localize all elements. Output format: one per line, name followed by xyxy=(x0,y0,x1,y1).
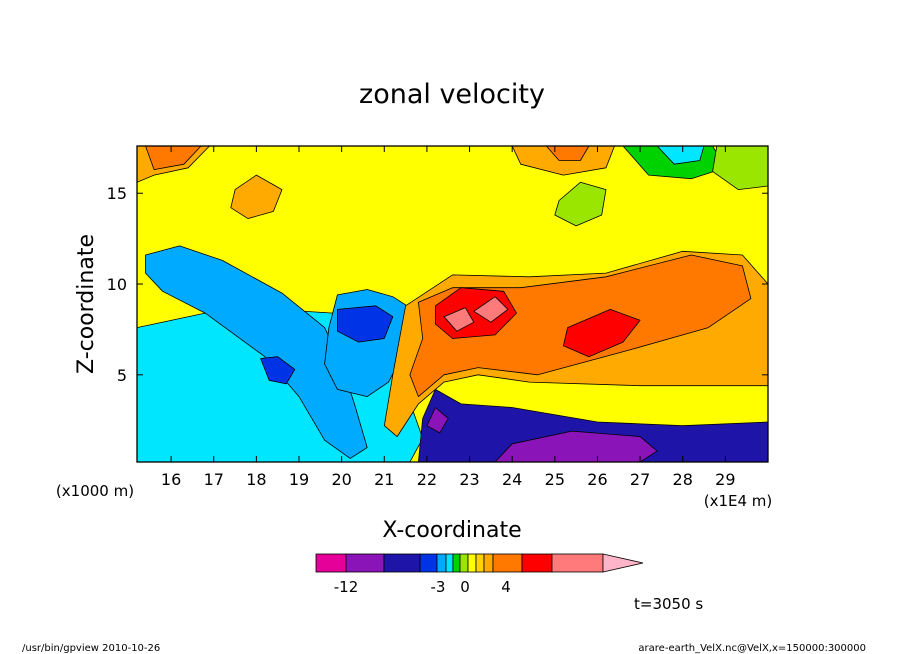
x-tick-label: 18 xyxy=(246,470,266,489)
colorbar-tick-label: -12 xyxy=(334,578,359,596)
y-axis-label: Z-coordinate xyxy=(74,234,99,374)
colorbar-segment xyxy=(483,553,494,573)
contour-region xyxy=(336,305,394,343)
colorbar-arrow xyxy=(602,553,644,573)
contour-region xyxy=(545,146,590,161)
colorbar-segment xyxy=(459,553,469,573)
colorbar-tick-label: 4 xyxy=(501,578,511,596)
colorbar-segment xyxy=(419,553,438,573)
contour-region xyxy=(145,245,368,459)
x-tick-label: 27 xyxy=(630,470,650,489)
y-tick-label: 10 xyxy=(107,275,127,294)
footer-left: /usr/bin/gpview 2010-10-26 xyxy=(22,643,160,654)
contour-region xyxy=(230,174,283,220)
x-unit-label: (x1E4 m) xyxy=(704,492,773,510)
contour-region xyxy=(473,296,509,323)
y-tick-label: 15 xyxy=(107,184,127,203)
colorbar-segment xyxy=(452,553,461,573)
x-tick-label: 20 xyxy=(331,470,351,489)
contour-region xyxy=(145,146,202,171)
colorbar-segment xyxy=(467,553,477,573)
contour-region xyxy=(712,146,768,191)
x-tick-label: 29 xyxy=(715,470,735,489)
colorbar-segment xyxy=(551,553,604,573)
contour-region xyxy=(260,356,296,385)
x-tick-label: 21 xyxy=(374,470,394,489)
y-axis: 5 10 15 xyxy=(107,184,768,385)
x-tick-label: 28 xyxy=(673,470,693,489)
x-tick-label: 19 xyxy=(289,470,309,489)
plot-frame xyxy=(136,145,769,463)
x-axis-label: X-coordinate xyxy=(382,518,521,543)
colorbar-segment xyxy=(436,553,447,573)
contour-region xyxy=(494,430,658,462)
x-tick-label: 26 xyxy=(587,470,607,489)
contour-region xyxy=(554,181,607,227)
y-unit-label: (x1000 m) xyxy=(56,482,134,500)
contour-region xyxy=(426,407,449,434)
x-tick-label: 22 xyxy=(417,470,437,489)
contour-region xyxy=(563,308,641,358)
chart-title: zonal velocity xyxy=(359,79,545,110)
x-tick-label: 16 xyxy=(161,470,181,489)
time-label: t=3050 s xyxy=(634,595,703,613)
colorbar-segment xyxy=(521,553,553,573)
colorbar-tick-label: -3 xyxy=(431,578,446,596)
colorbar xyxy=(315,553,644,573)
colorbar-segment xyxy=(383,553,421,573)
colorbar-ticks: -12 -3 0 4 xyxy=(334,578,511,596)
x-axis: 16 17 18 19 20 21 22 23 24 25 26 27 28 29 xyxy=(161,146,736,489)
x-tick-label: 24 xyxy=(502,470,522,489)
colorbar-segment xyxy=(492,553,523,573)
colorbar-segment xyxy=(345,553,385,573)
contour-region xyxy=(656,146,705,165)
contour-regions xyxy=(137,146,768,462)
plot-area xyxy=(137,146,768,462)
colorbar-tick-label: 0 xyxy=(460,578,470,596)
x-tick-label: 25 xyxy=(545,470,565,489)
contour-region xyxy=(417,388,768,462)
y-tick-label: 5 xyxy=(117,366,127,385)
footer-right: arare-earth_VelX.nc@VelX,x=150000:300000 xyxy=(638,643,866,654)
colorbar-segment xyxy=(475,553,485,573)
x-tick-label: 17 xyxy=(204,470,224,489)
x-tick-label: 23 xyxy=(459,470,479,489)
colorbar-segment xyxy=(445,553,454,573)
contour-region xyxy=(443,307,475,332)
colorbar-segment xyxy=(315,553,347,573)
